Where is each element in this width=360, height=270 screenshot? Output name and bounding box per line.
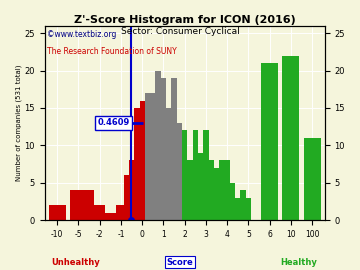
Bar <box>303 138 320 220</box>
Bar <box>203 130 208 220</box>
Bar <box>193 130 198 220</box>
Bar <box>282 56 299 220</box>
Bar <box>84 190 94 220</box>
Text: Healthy: Healthy <box>281 258 318 266</box>
Bar <box>214 168 219 220</box>
Bar <box>224 160 230 220</box>
Bar <box>171 78 177 220</box>
Bar <box>156 71 161 220</box>
Text: Sector: Consumer Cyclical: Sector: Consumer Cyclical <box>121 27 239 36</box>
Bar <box>246 198 251 220</box>
Text: 0.4609: 0.4609 <box>98 119 130 127</box>
Bar <box>219 160 224 220</box>
Bar <box>140 100 145 220</box>
Bar <box>70 190 87 220</box>
Bar <box>187 160 193 220</box>
Bar <box>145 93 150 220</box>
Bar <box>129 160 134 220</box>
Bar <box>49 205 66 220</box>
Y-axis label: Number of companies (531 total): Number of companies (531 total) <box>15 65 22 181</box>
Bar <box>116 205 126 220</box>
Text: The Research Foundation of SUNY: The Research Foundation of SUNY <box>47 47 176 56</box>
Bar <box>134 108 140 220</box>
Bar <box>177 123 182 220</box>
Title: Z'-Score Histogram for ICON (2016): Z'-Score Histogram for ICON (2016) <box>74 15 296 25</box>
Text: Score: Score <box>167 258 193 266</box>
Bar <box>123 175 129 220</box>
Bar <box>150 93 156 220</box>
Bar <box>94 205 105 220</box>
Bar <box>161 78 166 220</box>
Bar <box>235 198 240 220</box>
Bar <box>166 108 171 220</box>
Bar <box>261 63 278 220</box>
Bar <box>182 130 187 220</box>
Bar <box>208 160 214 220</box>
Text: ©www.textbiz.org: ©www.textbiz.org <box>47 29 116 39</box>
Bar <box>105 212 116 220</box>
Bar <box>198 153 203 220</box>
Text: Unhealthy: Unhealthy <box>52 258 100 266</box>
Bar <box>240 190 246 220</box>
Bar <box>230 183 235 220</box>
